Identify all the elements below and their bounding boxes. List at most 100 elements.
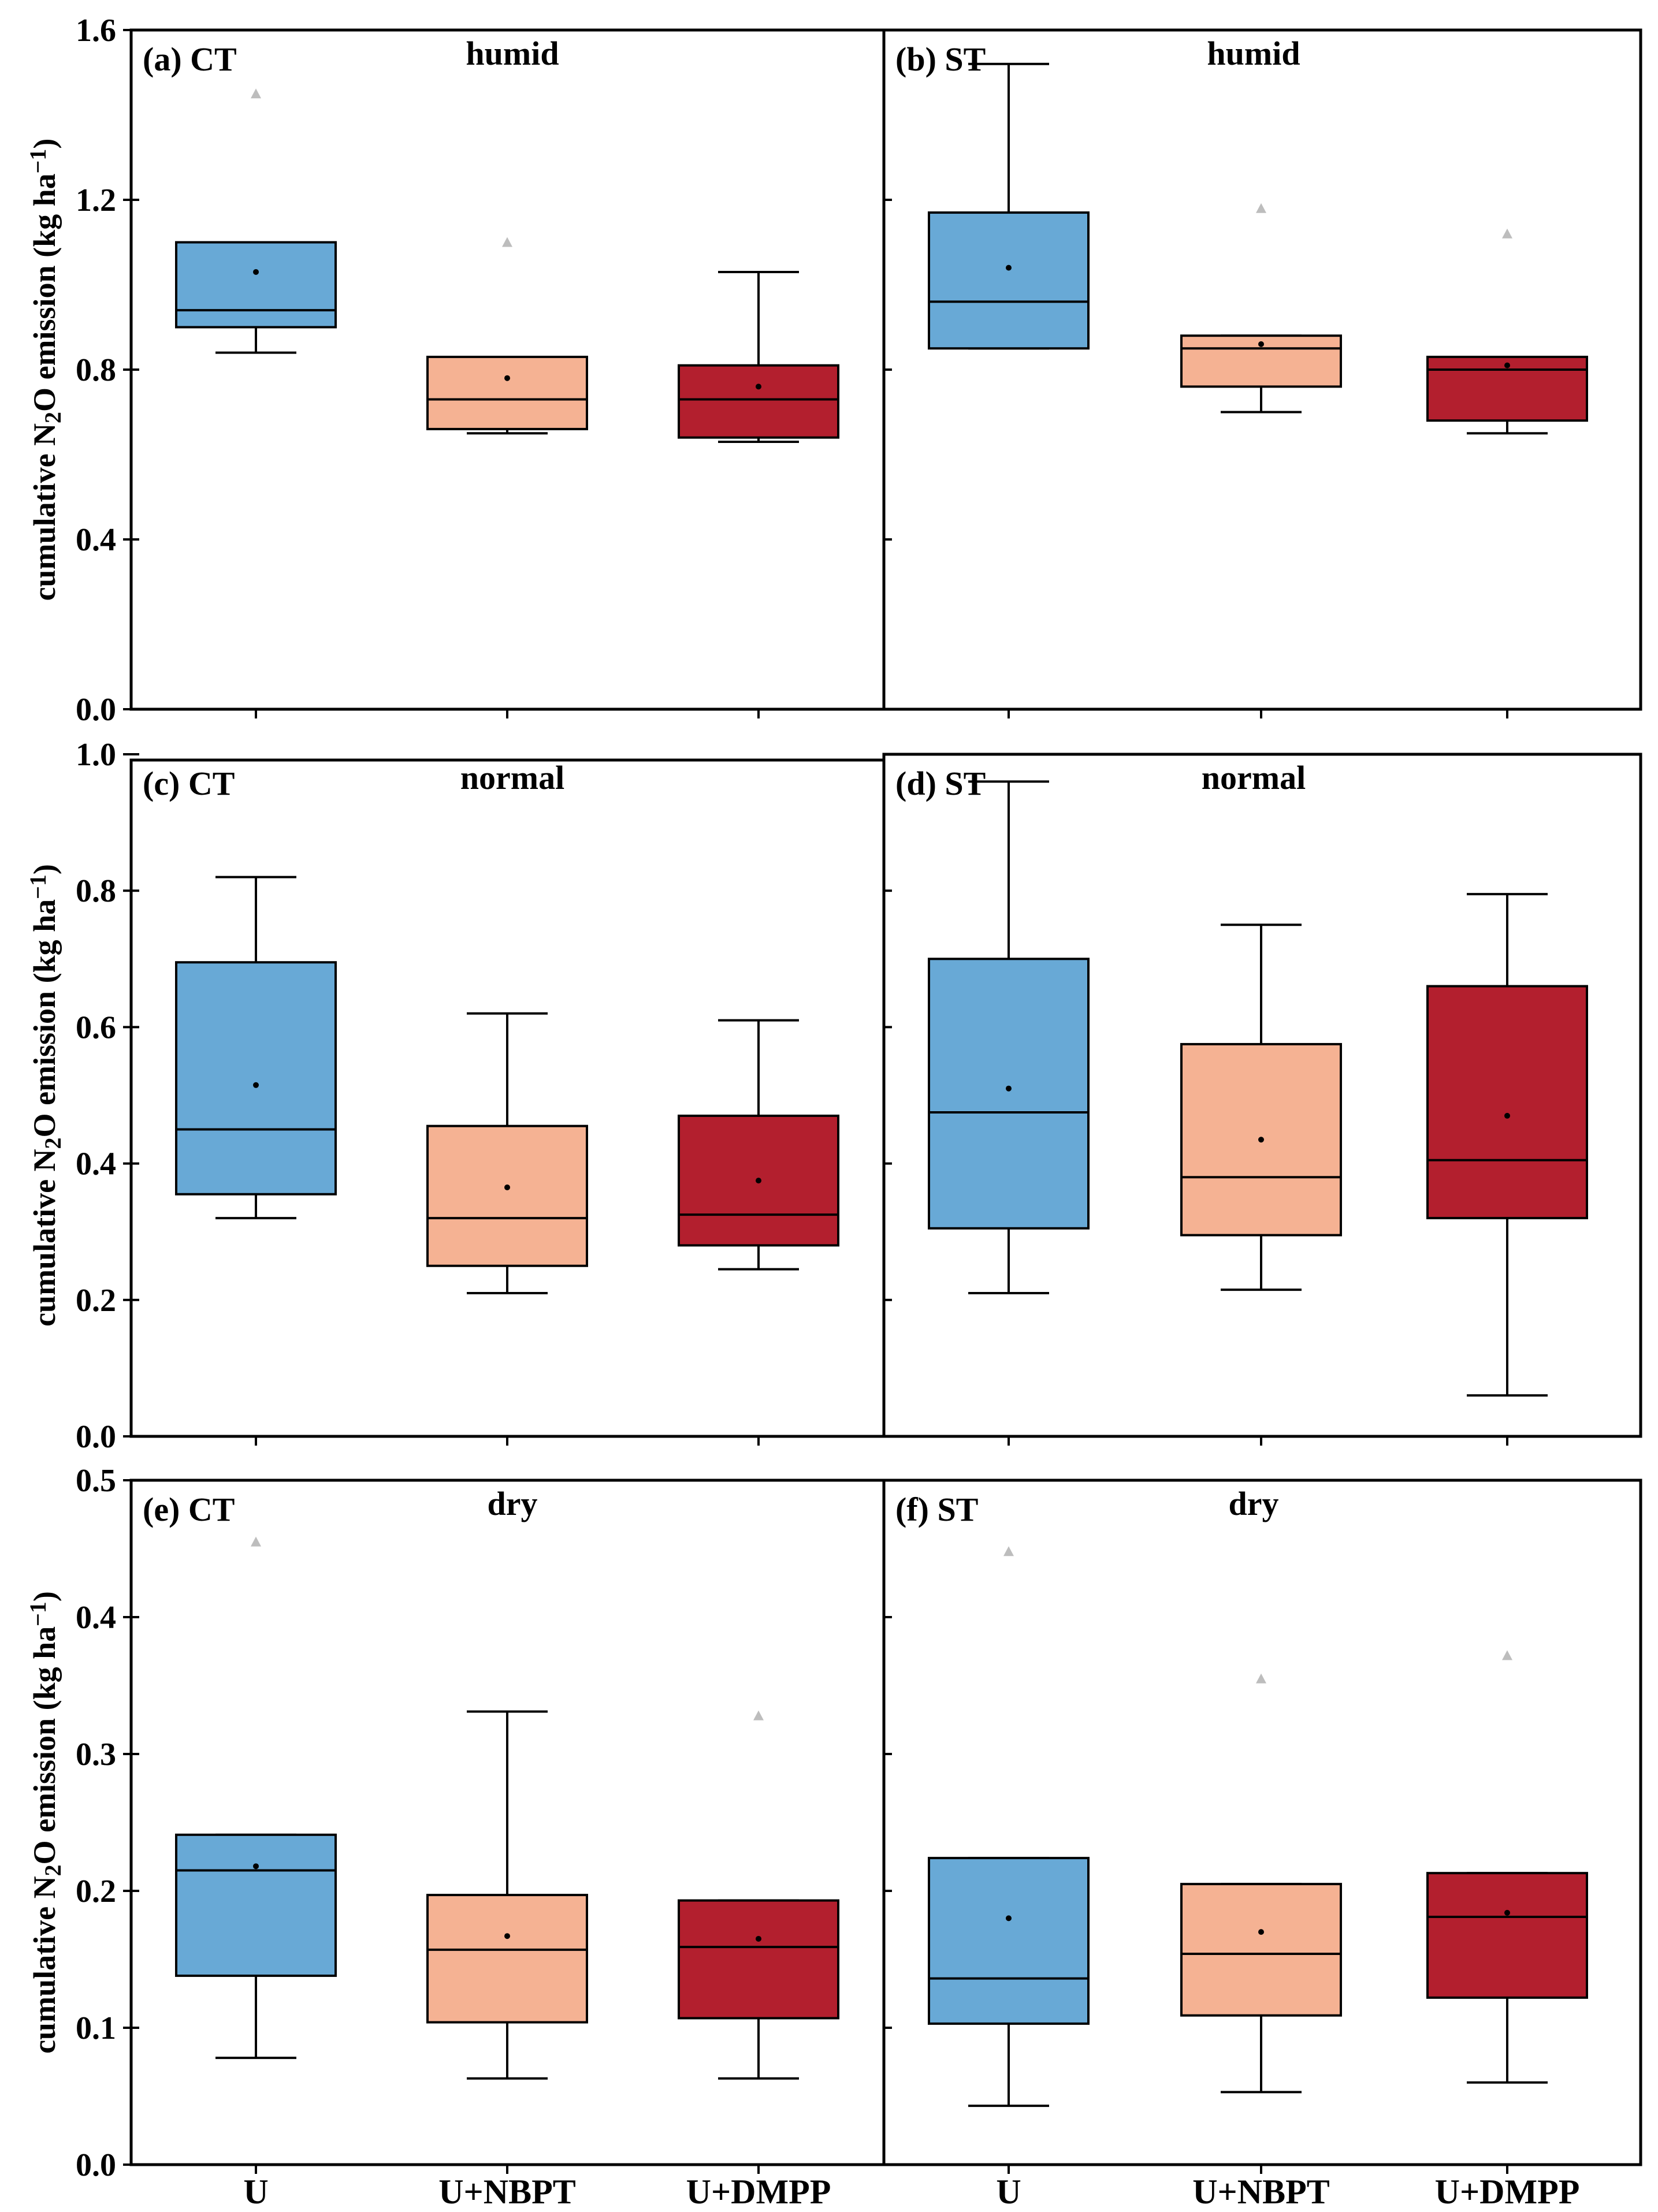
y-tick-label: 0.8 [76, 873, 116, 909]
mean-marker [1504, 1112, 1510, 1119]
panel-ect-dry: 0.0 0.1 0.2 0.3 0.4 0.5 (e) CT dry cumulative N2… [25, 1463, 886, 2183]
outlier-marker [1502, 1650, 1512, 1660]
x-label-u-right: U [996, 2173, 1021, 2211]
y-tick-label: 0.4 [76, 1600, 116, 1636]
y-tick-label: 0.4 [76, 522, 116, 558]
outlier-marker [1256, 203, 1266, 213]
mean-marker [1258, 1137, 1264, 1143]
outlier-marker [1003, 1546, 1014, 1556]
box-u-dmpp [678, 1019, 839, 1271]
y-tick-label: 0.0 [76, 2147, 116, 2183]
panel-bst-humid: (b) ST humid [882, 28, 1642, 718]
x-label-u-left: U [243, 2173, 268, 2211]
outlier-marker [753, 1710, 764, 1721]
panel-cct-normal: 0.0 0.2 0.4 0.6 0.8 1.0 (c) CT normal cumulative… [25, 737, 886, 1455]
mean-marker [1006, 265, 1012, 271]
x-label-nbpt-right: U+NBPT [1192, 2173, 1330, 2211]
box-u [928, 780, 1090, 1294]
y-axis-title: cumulative N2O emission (kg ha−1) [25, 864, 66, 1327]
panel-dst-normal: (d) ST normal [882, 753, 1642, 1446]
box-u-nbpt [1180, 1673, 1342, 2094]
panel-label: (d) ST [895, 765, 986, 802]
condition-label: normal [1202, 759, 1306, 796]
y-tick-label: 0.2 [76, 1283, 116, 1319]
y-tick-label: 0.1 [76, 2010, 116, 2046]
mean-marker [253, 269, 259, 275]
box-body [426, 1124, 588, 1267]
mean-marker [756, 383, 761, 390]
box-u-nbpt [426, 1710, 588, 2080]
outlier-marker [502, 237, 512, 247]
outlier-marker [1502, 228, 1512, 239]
box-u-nbpt [426, 1012, 588, 1294]
box-body [1180, 1883, 1342, 2017]
panel-label: (c) CT [143, 765, 235, 802]
y-tick-label: 1.6 [76, 13, 116, 49]
mean-marker [1006, 1085, 1012, 1092]
box-body [928, 958, 1090, 1230]
panel-label: (f) ST [895, 1491, 978, 1528]
box-body [1426, 985, 1588, 1220]
y-tick-label: 1.2 [76, 183, 116, 218]
y-tick-label: 0.3 [76, 1737, 116, 1772]
y-tick-label: 1.0 [76, 737, 116, 773]
panel-label: (b) ST [895, 40, 986, 78]
y-axis-title: cumulative N2O emission (kg ha−1) [25, 1591, 66, 2054]
mean-marker [253, 1082, 259, 1088]
mean-marker [1504, 362, 1510, 368]
outlier-marker [251, 88, 261, 99]
mean-marker [756, 1178, 761, 1184]
box-body [175, 961, 337, 1196]
y-tick-label: 0.0 [76, 1419, 116, 1455]
panel-fst-dry: (f) ST dry [882, 1479, 1642, 2174]
box-body [928, 211, 1090, 350]
box-u [928, 62, 1090, 350]
y-tick-label: 0.5 [76, 1463, 116, 1499]
panel-label: (a) CT [143, 40, 237, 78]
condition-label: dry [1229, 1485, 1279, 1522]
condition-label: normal [460, 759, 564, 796]
box-body [426, 355, 588, 430]
box-u [928, 1546, 1090, 2107]
condition-label: humid [466, 35, 559, 72]
box-body [175, 1833, 337, 1977]
box-body [678, 364, 839, 439]
box-u [175, 876, 337, 1220]
x-label-nbpt-left: U+NBPT [438, 2173, 576, 2211]
box-u [175, 88, 337, 354]
box-u-dmpp [1426, 228, 1588, 435]
box-u-nbpt [1180, 203, 1342, 414]
box-body [928, 1857, 1090, 2025]
y-tick-label: 0.2 [76, 1874, 116, 1909]
box-u-dmpp [1426, 1650, 1588, 2084]
panel-label: (e) CT [143, 1491, 235, 1528]
y-tick-label: 0.6 [76, 1010, 116, 1045]
x-label-dmpp-right: U+DMPP [1435, 2173, 1580, 2211]
mean-marker [1504, 1909, 1510, 1916]
y-tick-label: 0.4 [76, 1146, 116, 1182]
mean-marker [1258, 341, 1264, 347]
mean-marker [504, 1184, 510, 1190]
x-label-dmpp-left: U+DMPP [686, 2173, 831, 2211]
box-u-dmpp [678, 270, 839, 443]
box-u-nbpt [426, 237, 588, 435]
box-body [678, 1899, 839, 2020]
box-u-dmpp [678, 1710, 839, 2080]
y-tick-label: 0.0 [76, 692, 116, 728]
mean-marker [504, 375, 510, 381]
y-tick-label: 0.8 [76, 352, 116, 388]
condition-label: humid [1207, 35, 1300, 72]
box-body [1426, 355, 1588, 422]
mean-marker [504, 1933, 510, 1939]
outlier-marker [1256, 1673, 1266, 1684]
outlier-marker [251, 1536, 261, 1547]
box-body [1426, 1872, 1588, 1999]
box-u [175, 1536, 337, 2060]
y-axis-title: cumulative N2O emission (kg ha−1) [25, 139, 66, 601]
mean-marker [756, 1935, 761, 1942]
box-u-dmpp [1426, 893, 1588, 1397]
box-body [175, 241, 337, 329]
panel-act-humid: 0.0 0.4 0.8 1.2 1.6 (a) CT humid cumulative N2O… [25, 13, 886, 728]
box-body [426, 1894, 588, 2024]
